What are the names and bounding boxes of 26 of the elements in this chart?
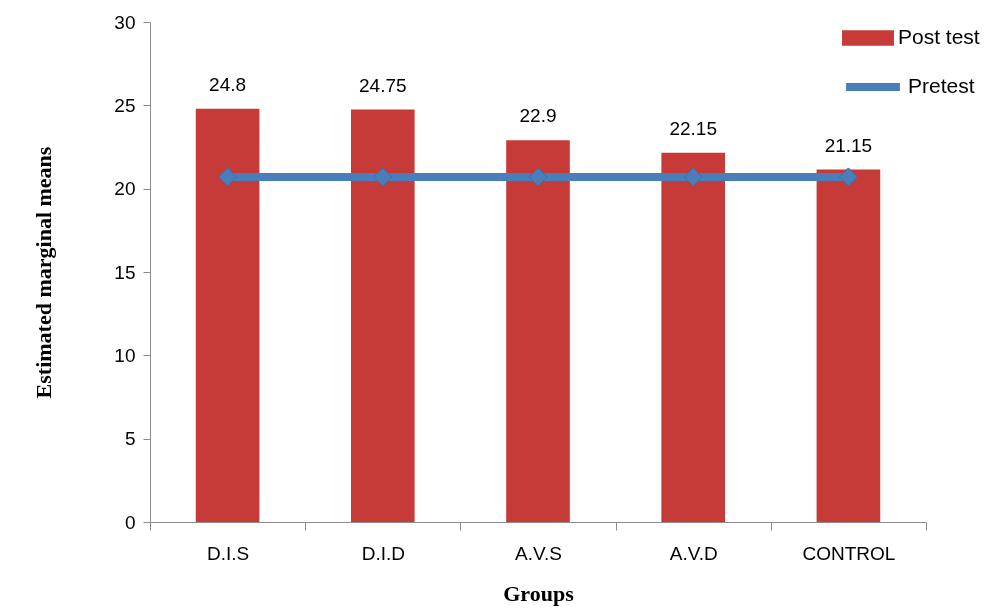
- y-tick-label: 30: [114, 11, 136, 33]
- data-label: 22.9: [519, 105, 557, 127]
- data-label: 21.15: [824, 134, 873, 156]
- legend-label: Pretest: [908, 74, 975, 97]
- data-label: 22.15: [669, 117, 717, 139]
- x-tick-label: D.I.D: [361, 542, 405, 564]
- y-tick-label: 5: [124, 428, 136, 450]
- y-tick-label: 25: [114, 94, 136, 116]
- y-tick-label: 20: [114, 178, 136, 200]
- bar: [350, 109, 415, 522]
- data-label: 24.8: [209, 73, 247, 95]
- x-tick-label: D.I.S: [206, 542, 250, 564]
- y-axis-title: Estimated marginal means: [31, 146, 57, 399]
- bar: [661, 152, 726, 522]
- x-axis-title: Groups: [503, 580, 575, 606]
- x-tick-label: A.V.S: [515, 542, 562, 564]
- x-tick-label: CONTROL: [802, 542, 896, 564]
- y-tick-label: 10: [114, 344, 136, 366]
- x-tick-label: A.V.D: [669, 542, 718, 564]
- bar: [506, 140, 570, 522]
- bar: [195, 108, 260, 522]
- bar: [816, 169, 881, 522]
- y-tick-label: 15: [114, 261, 136, 283]
- legend-label: Post test: [898, 25, 980, 48]
- data-label: 24.75: [359, 74, 407, 96]
- y-tick-label: 0: [124, 511, 136, 533]
